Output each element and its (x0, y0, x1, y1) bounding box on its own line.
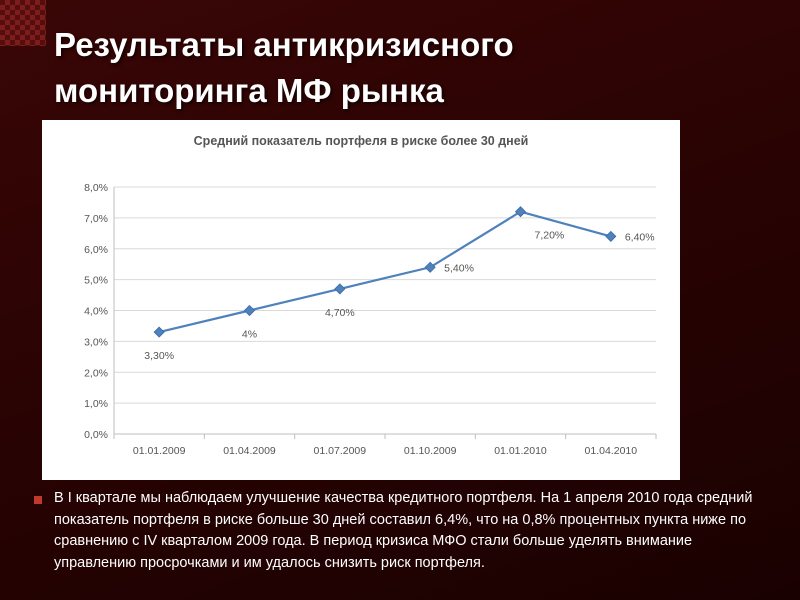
y-tick-label: 1,0% (84, 398, 108, 410)
data-label: 4,70% (325, 307, 355, 319)
x-tick-label: 01.01.2010 (494, 445, 547, 457)
y-tick-label: 8,0% (84, 182, 108, 194)
x-tick-label: 01.04.2009 (223, 445, 276, 457)
slide-title: Результаты антикризисного мониторинга МФ… (54, 22, 754, 114)
series-line (158, 210, 612, 334)
data-point-marker (605, 230, 617, 242)
y-tick-label: 0,0% (84, 429, 108, 441)
y-tick-label: 6,0% (84, 244, 108, 256)
corner-decoration (0, 0, 46, 46)
y-tick-label: 4,0% (84, 306, 108, 318)
x-tick-label: 01.04.2010 (585, 445, 638, 457)
title-line-2: мониторинга МФ рынка (54, 72, 444, 109)
bullet-item: В I квартале мы наблюдаем улучшение каче… (34, 488, 774, 574)
title-line-1: Результаты антикризисного (54, 26, 514, 63)
chart-title: Средний показатель портфеля в риске боле… (194, 134, 529, 148)
y-tick-label: 5,0% (84, 275, 108, 287)
square-bullet-icon (34, 496, 42, 504)
data-label: 5,40% (444, 262, 474, 274)
data-label: 3,30% (144, 350, 174, 362)
data-label: 7,20% (535, 230, 565, 242)
data-label: 6,40% (625, 231, 655, 243)
y-tick-label: 7,0% (84, 213, 108, 225)
data-label: 4% (242, 329, 257, 341)
x-tick-label: 01.07.2009 (314, 445, 367, 457)
line-chart: Средний показатель портфеля в риске боле… (84, 134, 657, 457)
x-tick-label: 01.01.2009 (133, 445, 186, 457)
data-point-marker (514, 206, 527, 218)
data-point-marker (424, 261, 436, 273)
y-tick-label: 3,0% (84, 336, 108, 348)
data-point-marker (243, 304, 256, 317)
data-point-marker (153, 326, 165, 338)
y-tick-label: 2,0% (84, 367, 108, 379)
chart-panel: Средний показатель портфеля в риске боле… (42, 120, 680, 480)
x-tick-label: 01.10.2009 (404, 445, 457, 457)
data-point-marker (334, 283, 346, 295)
bullet-text: В I квартале мы наблюдаем улучшение каче… (54, 490, 753, 571)
